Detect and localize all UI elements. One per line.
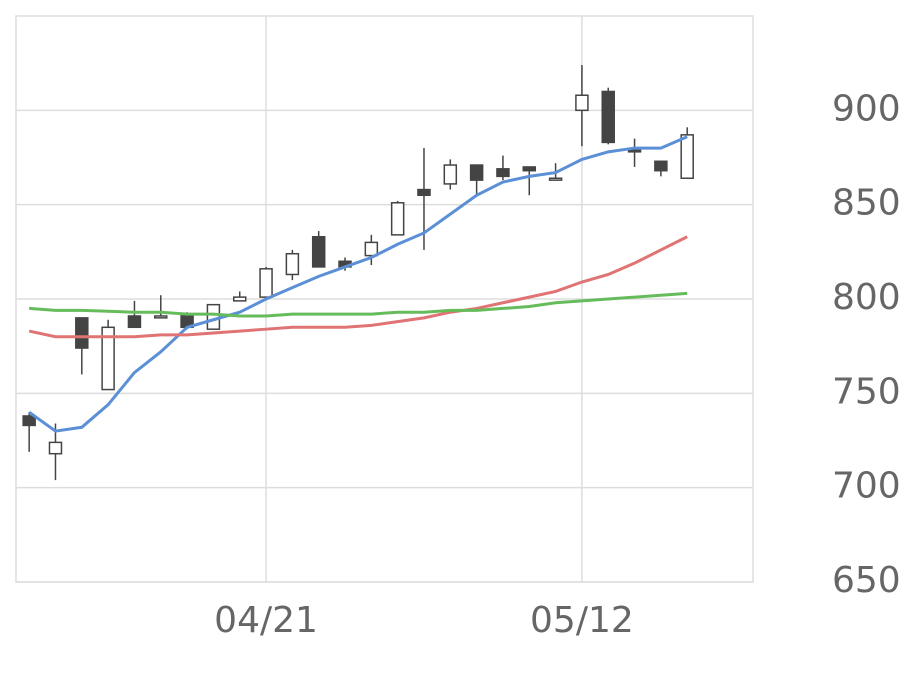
y-tick-label: 650 — [832, 560, 901, 601]
y-tick-label: 850 — [832, 183, 901, 224]
candle-body — [22, 415, 36, 427]
candle-body — [48, 441, 63, 455]
x-tick-label: 05/12 — [530, 600, 634, 641]
candle-body — [364, 241, 379, 257]
candle-body — [75, 317, 89, 349]
candle-body — [627, 149, 642, 153]
candle-body — [680, 134, 694, 180]
y-tick-label: 750 — [832, 371, 901, 412]
candle-body — [575, 94, 589, 112]
candle-body — [390, 202, 405, 236]
candle-body — [654, 160, 668, 172]
candle-body — [443, 164, 458, 185]
candle-body — [311, 235, 326, 268]
candle-body — [417, 188, 431, 196]
y-tick-label: 900 — [832, 88, 901, 129]
y-tick-label: 700 — [832, 466, 901, 507]
candle-body — [548, 177, 563, 181]
moving-average-line — [28, 135, 688, 433]
candle-body — [154, 315, 168, 319]
moving-average-line — [28, 235, 688, 339]
candle-body — [232, 296, 247, 302]
candle-body — [522, 166, 537, 172]
candle-body — [101, 326, 115, 391]
y-tick-label: 800 — [832, 277, 901, 318]
x-tick-label: 04/21 — [214, 600, 318, 641]
candle-body — [285, 252, 300, 276]
candle-body — [496, 168, 510, 178]
candle-body — [127, 315, 142, 329]
candle-body — [601, 90, 615, 144]
candle-body — [206, 303, 221, 330]
moving-average-line — [29, 291, 688, 318]
candle-body — [469, 164, 484, 181]
candle-body — [259, 268, 273, 298]
